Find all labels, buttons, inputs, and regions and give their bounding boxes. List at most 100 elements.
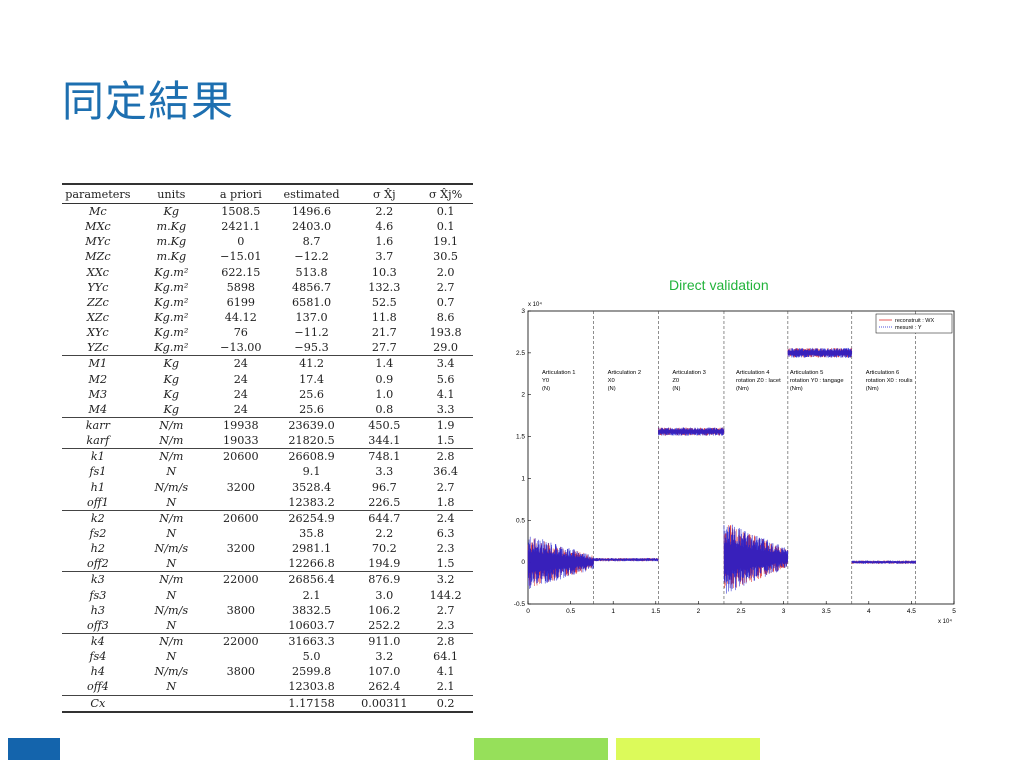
- cell-unit: N/m: [133, 509, 209, 526]
- cell-sigma-percent: 64.1: [433, 650, 459, 664]
- cell-estimated: 12266.8: [288, 557, 335, 571]
- table-row: off4 N 12303.8 262.4 2.1: [62, 679, 473, 695]
- cell-a-priori: 76: [233, 326, 248, 340]
- cell-a-priori: −13.00: [220, 341, 262, 355]
- cell-unit: N: [166, 465, 177, 479]
- cell-sigma: 3.7: [375, 250, 394, 264]
- cell-sigma-percent: 19.1: [433, 235, 459, 249]
- cell-a-priori: 24: [233, 387, 248, 401]
- cell-sigma-percent: 0.1: [436, 205, 455, 219]
- cell-parameter: k2: [62, 509, 134, 526]
- cell-parameter: off1: [86, 495, 109, 509]
- table-row: h1 N/m/s 3200 3528.4 96.7 2.7: [62, 480, 473, 495]
- cell-sigma: 52.5: [371, 295, 397, 309]
- cell-parameter: M3: [88, 387, 108, 401]
- cell-estimated: 26856.4: [272, 571, 351, 588]
- cell-sigma: 2.2: [375, 205, 394, 219]
- x-tick-label: 1: [611, 608, 615, 615]
- cell-unit: N: [166, 495, 177, 509]
- articulation-labels: Articulation 1Y0(N)Articulation 2X0(N)Ar…: [542, 370, 913, 392]
- cell-sigma: 644.7: [350, 509, 419, 526]
- cell-sigma-percent: 2.0: [436, 265, 455, 279]
- cell-parameter: MYc: [85, 235, 111, 249]
- table-row: MZc m.Kg −15.01 −12.2 3.7 30.5: [62, 249, 473, 264]
- cell-parameter: off3: [86, 618, 109, 632]
- y-tick-label: 2.5: [516, 350, 525, 357]
- table-row: fs4 N 5.0 3.2 64.1: [62, 649, 473, 664]
- cell-sigma: 3.3: [375, 465, 394, 479]
- signal-series: [527, 347, 916, 594]
- cell-unit: N/m/s: [154, 665, 189, 679]
- cell-estimated: 21820.5: [288, 434, 335, 448]
- y-exponent-label: x 10⁴: [528, 301, 542, 308]
- articulation-label-line: Z0: [672, 378, 679, 384]
- cell-estimated: 26254.9: [272, 509, 351, 526]
- cell-a-priori: [209, 618, 273, 634]
- cell-a-priori: [209, 588, 273, 603]
- cell-a-priori: 24: [233, 372, 248, 386]
- cell-unit: N: [166, 650, 177, 664]
- cell-unit: Kg.m²: [154, 280, 189, 294]
- cell-parameter: h1: [90, 480, 105, 494]
- articulation-label-5: Articulation 5 rotation Y0 : tangage (Nm): [790, 370, 844, 392]
- cell-parameter: Mc: [88, 205, 107, 219]
- cell-unit: Kg.m²: [154, 311, 189, 325]
- cell-parameter: XXc: [86, 265, 109, 279]
- cell-sigma: 876.9: [350, 571, 419, 588]
- cell-a-priori: [209, 649, 273, 664]
- cell-estimated: −11.2: [294, 326, 329, 340]
- cell-sigma: 3.0: [375, 588, 394, 602]
- cell-sigma: 194.9: [368, 557, 401, 571]
- parameter-table-body: Mc Kg 1508.5 1496.6 2.2 0.1 MXc m.Kg 2421.1 2403.…: [62, 204, 473, 713]
- cell-unit: [133, 694, 209, 713]
- cell-unit: Kg.m²: [154, 295, 189, 309]
- chart-title: Direct validation: [669, 277, 769, 293]
- cell-parameter: k3: [62, 571, 134, 588]
- cell-sigma-percent: 2.7: [436, 280, 455, 294]
- table-row: M1 Kg 24 41.2 1.4 3.4: [62, 355, 473, 372]
- table-row: h3 N/m/s 3800 3832.5 106.2 2.7: [62, 603, 473, 618]
- cell-parameter: h2: [90, 542, 105, 556]
- cell-sigma: 748.1: [350, 448, 419, 465]
- cell-estimated: 2.1: [302, 588, 321, 602]
- cell-unit: Kg.m²: [154, 265, 189, 279]
- cell-a-priori: [209, 556, 273, 572]
- cell-parameter: MZc: [85, 250, 111, 264]
- x-tick-label: 4: [867, 608, 871, 615]
- cell-sigma: 1.4: [350, 355, 419, 372]
- cell-parameter: XYc: [87, 326, 109, 340]
- cell-unit: N/m: [133, 416, 209, 434]
- table-row: fs1 N 9.1 3.3 36.4: [62, 464, 473, 479]
- cell-sigma: 0.8: [375, 402, 394, 416]
- cell-estimated: 6581.0: [291, 295, 332, 309]
- table-row: M4 Kg 24 25.6 0.8 3.3: [62, 402, 473, 418]
- cell-estimated: 3528.4: [291, 480, 332, 494]
- cell-estimated: 5.0: [302, 650, 321, 664]
- articulation-label-line: Articulation 1: [542, 370, 576, 376]
- cell-sigma-percent: 2.1: [436, 680, 455, 694]
- y-tick-label: 0: [521, 559, 525, 566]
- cell-sigma-percent: 8.6: [436, 311, 455, 325]
- articulation-label-line: rotation Z0 : lacet: [736, 378, 781, 384]
- cell-sigma-percent: 2.8: [418, 448, 473, 465]
- cell-estimated: 12383.2: [288, 495, 335, 509]
- cell-sigma-percent: 193.8: [429, 326, 462, 340]
- cell-a-priori: [209, 526, 273, 541]
- cell-parameter: XZc: [86, 311, 109, 325]
- cell-a-priori: −15.01: [220, 250, 262, 264]
- articulation-label-line: Articulation 6: [866, 370, 900, 376]
- cell-unit: N/m: [133, 632, 209, 650]
- cell-parameter: off2: [86, 557, 109, 571]
- cell-sigma-percent: 0.7: [436, 295, 455, 309]
- cell-estimated: 35.8: [299, 527, 325, 541]
- signal-segment-2: [593, 557, 659, 562]
- cell-parameter: M1: [62, 355, 134, 372]
- cell-unit: N: [166, 680, 177, 694]
- cell-a-priori: 2421.1: [221, 220, 261, 234]
- cell-estimated: 2599.8: [291, 665, 332, 679]
- cell-a-priori: 3800: [226, 603, 256, 617]
- cell-sigma-percent: 3.4: [418, 355, 473, 372]
- cell-estimated: 26608.9: [272, 448, 351, 465]
- cell-a-priori: 3200: [226, 542, 256, 556]
- cell-estimated: 9.1: [302, 465, 321, 479]
